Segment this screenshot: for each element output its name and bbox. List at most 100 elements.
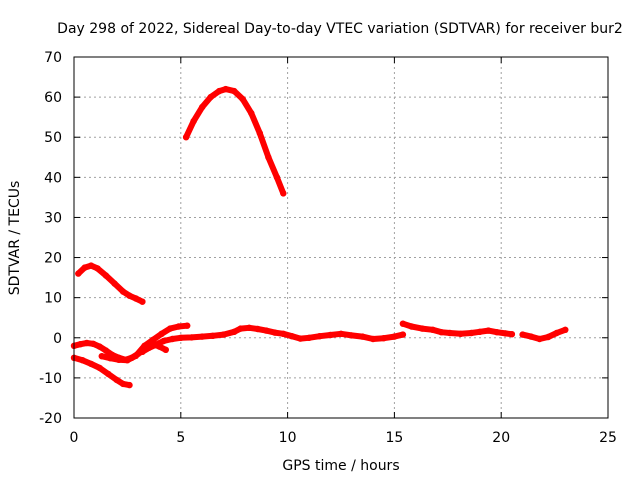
data-point — [493, 329, 501, 336]
data-point — [359, 333, 366, 340]
data-point — [81, 264, 88, 271]
data-point — [419, 325, 426, 332]
data-point — [380, 335, 387, 342]
data-point — [90, 340, 97, 347]
x-tick-label: 15 — [385, 430, 403, 446]
data-point — [485, 327, 492, 334]
data-series — [70, 85, 569, 389]
data-point — [207, 93, 214, 101]
data-point — [166, 325, 174, 332]
y-tick-label: -10 — [39, 371, 62, 387]
data-point — [139, 348, 146, 355]
x-tick-label: 10 — [279, 430, 297, 446]
data-point — [545, 333, 552, 341]
data-point — [273, 174, 281, 181]
data-point — [553, 329, 560, 337]
data-point — [408, 323, 415, 330]
data-point — [348, 332, 355, 339]
data-point — [519, 331, 526, 338]
chart-title: Day 298 of 2022, Sidereal Day-to-day VTE… — [57, 21, 623, 37]
data-point — [175, 323, 182, 330]
data-point — [248, 110, 255, 117]
data-point — [222, 85, 229, 93]
data-point — [160, 337, 167, 345]
data-point — [316, 333, 323, 340]
data-point — [158, 330, 165, 337]
data-point — [476, 328, 483, 335]
series-line-track-d — [71, 324, 406, 363]
x-tick-label: 25 — [599, 430, 617, 446]
data-point — [77, 341, 84, 348]
data-point — [75, 270, 82, 277]
data-point — [119, 380, 127, 388]
data-point — [139, 298, 146, 305]
data-point — [562, 326, 569, 333]
data-point — [156, 343, 163, 350]
data-point — [177, 334, 184, 341]
data-point — [271, 329, 278, 336]
data-point — [438, 329, 445, 336]
y-tick-label: 30 — [44, 210, 62, 226]
y-tick-label: 50 — [44, 130, 62, 146]
data-point — [536, 335, 543, 343]
y-axis-label: SDTVAR / TECUs — [7, 181, 23, 296]
data-point — [209, 332, 216, 339]
data-point — [231, 328, 238, 335]
data-point — [87, 360, 95, 368]
data-point — [94, 265, 101, 272]
data-point — [305, 334, 313, 341]
data-point — [79, 357, 86, 364]
data-point — [502, 330, 509, 337]
data-point — [149, 336, 157, 343]
y-tick-label: -20 — [39, 411, 62, 427]
data-point — [337, 330, 345, 337]
data-point — [199, 333, 206, 340]
y-tick-label: 20 — [44, 251, 62, 267]
data-point — [102, 272, 110, 279]
data-point — [468, 329, 475, 337]
data-point — [126, 292, 133, 299]
data-point — [184, 322, 191, 329]
data-point — [263, 327, 270, 334]
data-point — [256, 130, 263, 137]
y-tick-label: 70 — [44, 50, 62, 66]
data-point — [105, 370, 112, 378]
data-point — [231, 87, 238, 95]
data-point — [96, 364, 103, 372]
data-point — [265, 154, 272, 161]
axis-ticks: 0 5 10 15 20 25 -20 -10 0 10 20 30 40 50 60 70 — [39, 50, 617, 446]
data-point — [132, 352, 140, 359]
data-point — [288, 333, 296, 340]
x-tick-label: 20 — [492, 430, 510, 446]
data-point — [124, 357, 131, 364]
data-point — [102, 347, 110, 354]
data-point — [169, 335, 176, 343]
y-tick-label: 60 — [44, 90, 62, 106]
y-tick-label: 0 — [53, 331, 62, 347]
data-point — [457, 330, 464, 337]
y-tick-label: 10 — [44, 291, 62, 307]
data-point — [527, 333, 535, 340]
grid-lines — [74, 57, 608, 418]
data-point — [399, 320, 407, 327]
data-point — [220, 331, 227, 338]
data-point — [83, 339, 91, 347]
data-point — [126, 381, 133, 389]
data-point — [280, 330, 287, 337]
data-point — [508, 331, 516, 338]
data-point — [239, 95, 246, 103]
data-point — [96, 343, 103, 350]
data-point — [182, 134, 190, 141]
data-point — [399, 331, 407, 338]
data-point — [246, 324, 253, 331]
x-tick-label: 0 — [70, 430, 79, 446]
y-tick-label: 40 — [44, 170, 62, 186]
data-point — [119, 288, 127, 295]
plot-frame — [73, 56, 609, 419]
data-point — [254, 325, 261, 333]
data-point — [145, 344, 152, 351]
data-point — [107, 355, 114, 362]
x-axis-label: GPS time / hours — [282, 458, 399, 474]
data-point — [199, 103, 206, 111]
data-point — [132, 295, 140, 302]
